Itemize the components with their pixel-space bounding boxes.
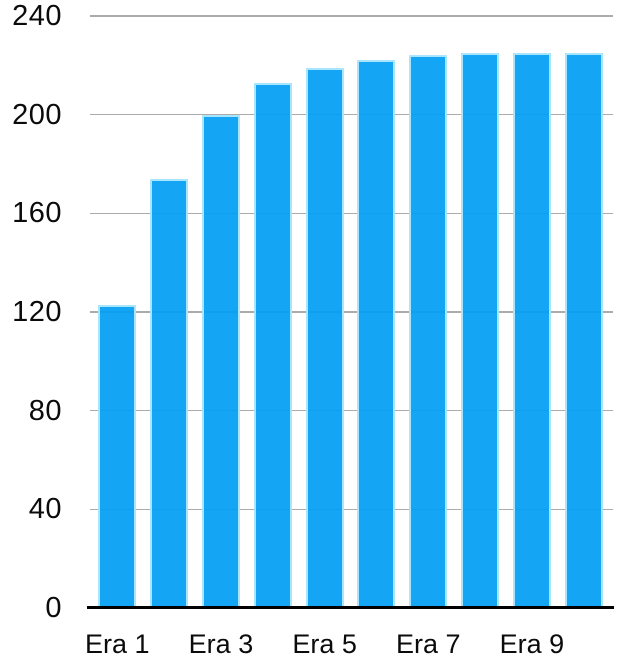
bar-era-10 [564,53,603,608]
x-axis-tick-label: Era 7 [395,629,461,659]
bar-era-9 [512,53,551,608]
y-axis-tick-label: 40 [28,493,62,526]
y-axis-tick-label: 240 [12,0,62,32]
gridline-y-200 [90,113,613,116]
y-axis-tick-label: 200 [12,98,62,131]
bar-era-5 [305,67,344,608]
gridline-y-40 [90,508,613,511]
x-axis-tick-label: Era 5 [292,629,357,659]
bar-era-6 [357,60,396,608]
y-axis-tick-label: 80 [28,394,62,427]
gridline-y-80 [90,409,613,412]
gridline-y-120 [90,311,613,313]
bar-era-2 [150,178,189,608]
x-axis-line [87,606,614,609]
bar-era-7 [409,55,448,608]
bar-era-4 [253,82,292,608]
x-axis-tick-label: Era 1 [85,629,150,659]
y-axis-tick-label: 0 [45,592,62,624]
x-axis-tick-label: Era 3 [188,629,254,659]
y-axis-tick-label: 120 [12,296,62,328]
plot-area [88,0,615,608]
x-axis-tick-label: Era 9 [499,629,565,659]
bar-era-8 [461,53,500,608]
y-axis-tick-label: 160 [12,197,62,230]
bar-era-1 [98,304,137,608]
gridline-y-240 [90,15,613,17]
bar-era-3 [201,114,240,608]
gridline-y-160 [90,212,613,215]
